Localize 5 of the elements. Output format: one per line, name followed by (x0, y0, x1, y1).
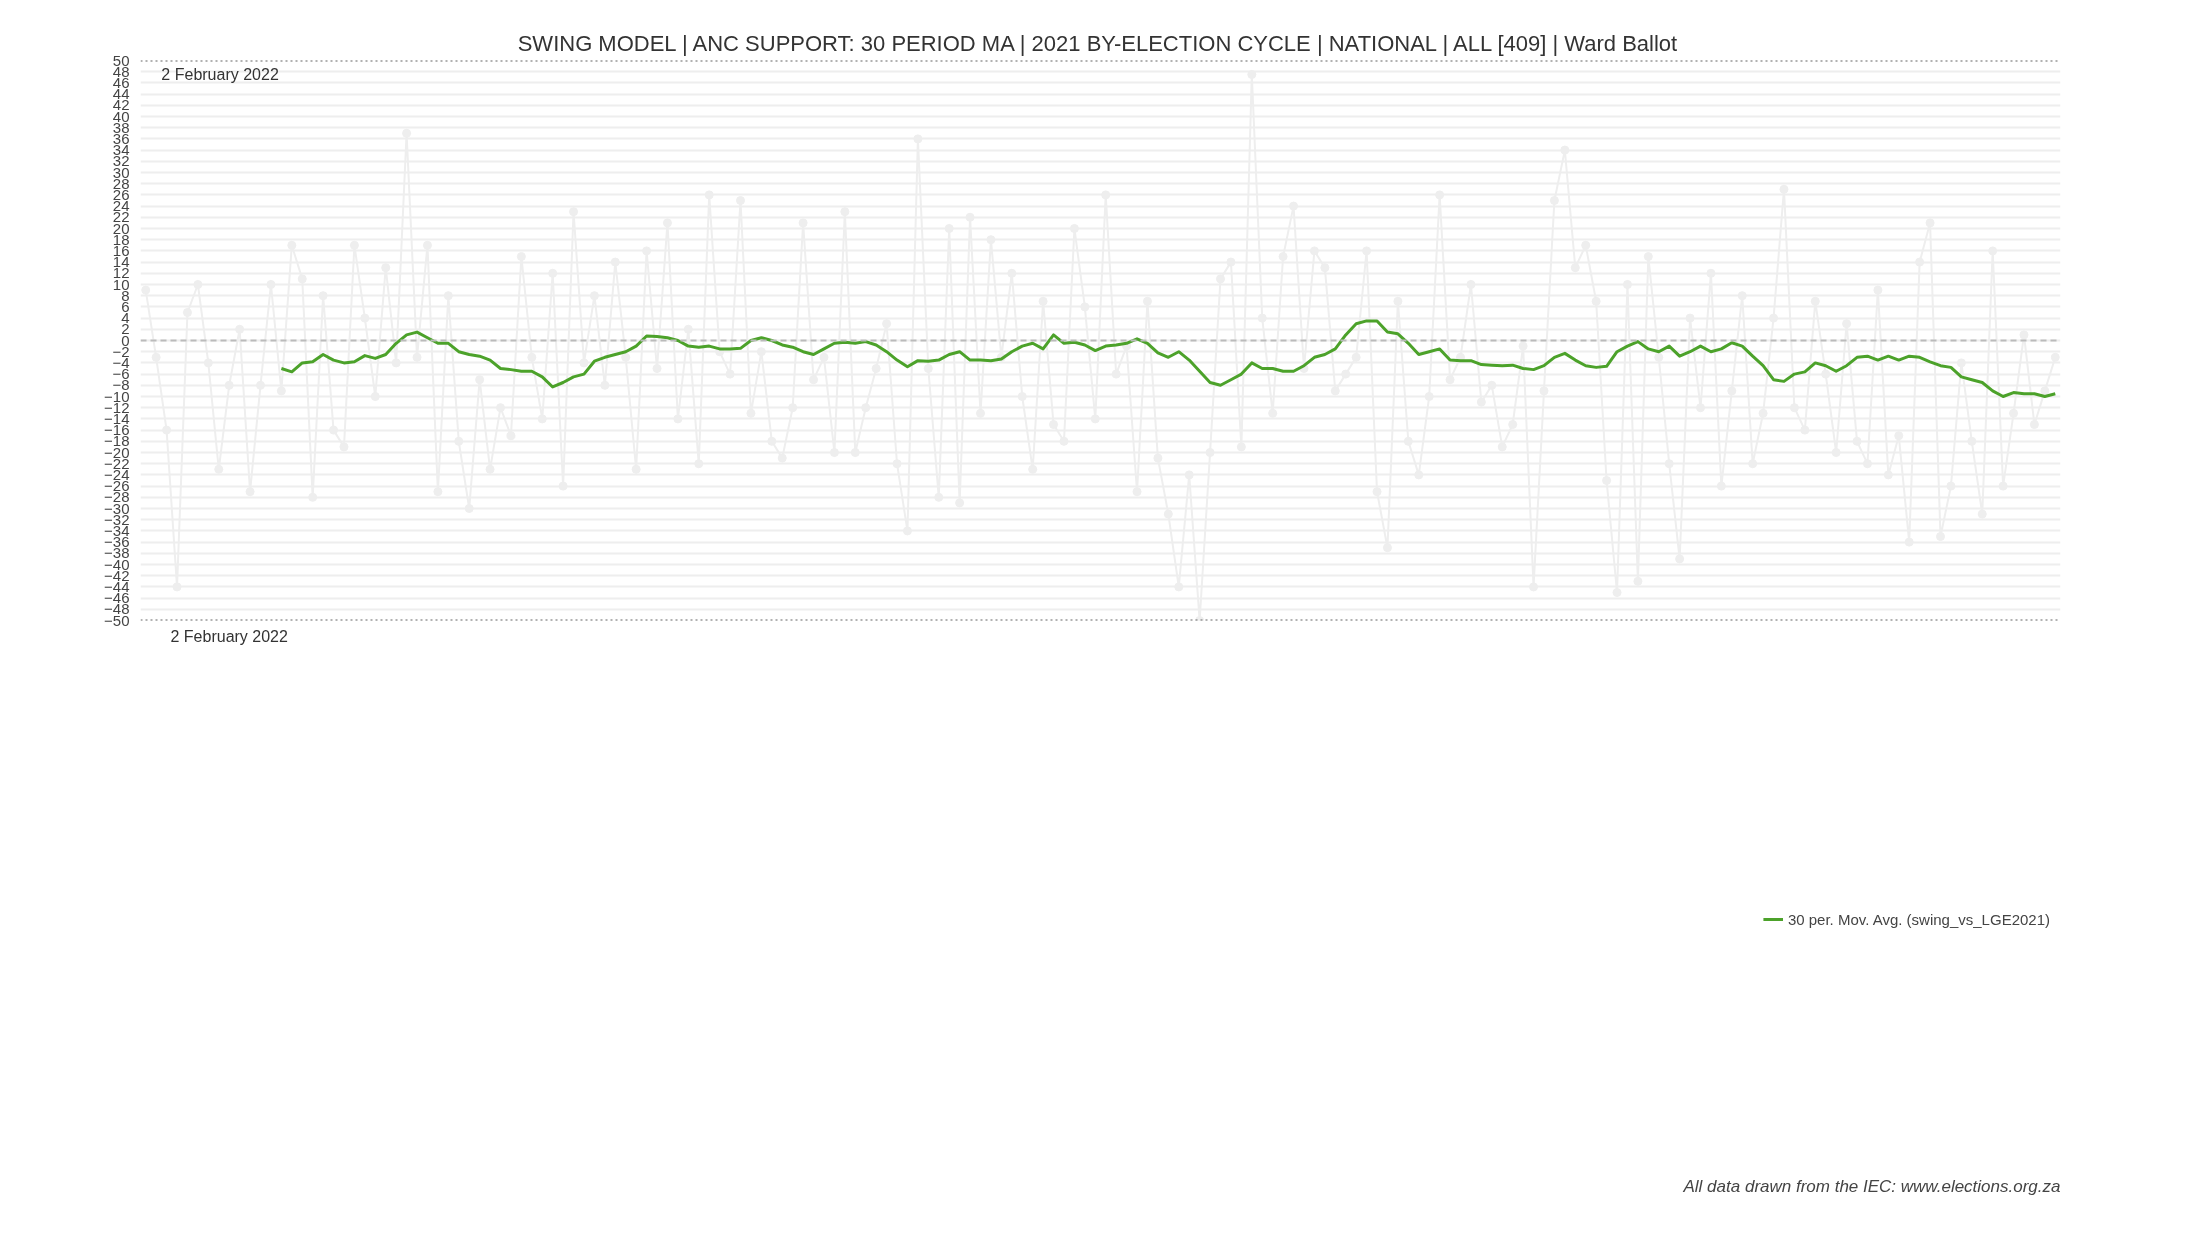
annotation: 2 February 2022 (161, 65, 279, 83)
text: 2 February 2022 (170, 627, 289, 645)
chart-title: SWING MODEL | ANC SUPPORT: 30 PERIOD MA | 2021 BY-ELECTION CYCLE | NATIONAL | ALL [409] | Ward Ballot (517, 30, 1678, 56)
legend-label: 30 per. Mov. Avg. (swing_vs_LGE2021) (1787, 910, 2050, 928)
text: All data drawn from the IEC: www.elections.org.za (1682, 1176, 2061, 1196)
